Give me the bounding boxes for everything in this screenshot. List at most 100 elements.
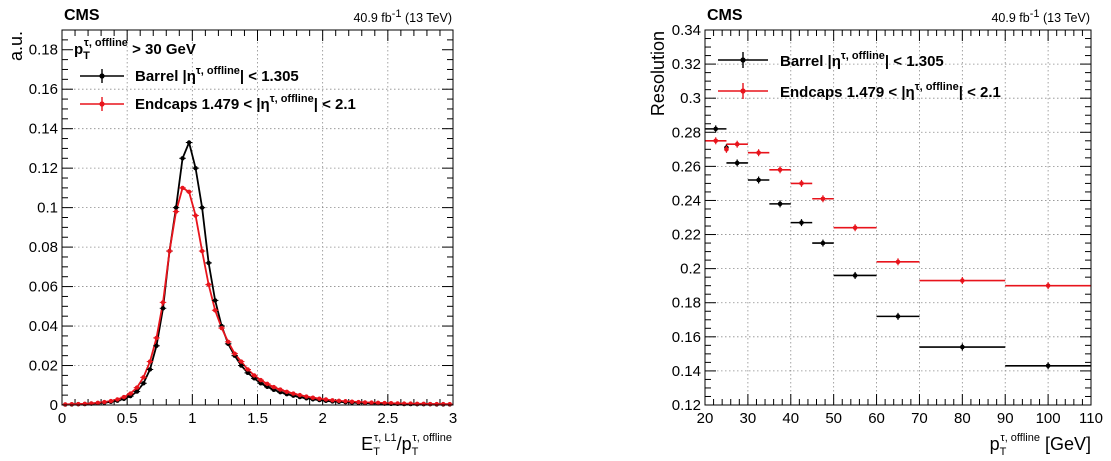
left-grid [62,30,453,405]
right-point-barrel [1045,363,1051,369]
right-point-barrel [713,126,719,132]
left-point-endcaps [271,384,276,390]
left-point-barrel [245,370,250,376]
left-point-barrel [147,367,153,372]
left-x-tick-label: 0 [58,410,66,427]
right-tick-labels: 20 30 40 50 60 70 80 90 100 110 0.12 0.14 0.16 0.18 0.… [672,22,1103,427]
left-point-endcaps [304,394,309,399]
left-point-endcaps [245,367,250,372]
left-y-axis-label: a.u. [6,31,26,61]
right-y-tick-label: 0.2 [680,261,701,278]
left-x-tick-label: 2.5 [377,410,398,427]
left-y-tick-label: 0.02 [29,358,58,375]
left-point-barrel [134,389,140,394]
left-point-endcaps [310,395,316,400]
right-point-endcaps [713,138,719,144]
left-legend-entry-endcaps: Endcaps 1.479 < |ητ, offline| < 2.1 [80,93,356,113]
left-point-endcaps [375,400,381,406]
right-point-barrel [777,201,783,207]
left-point-endcaps [167,248,172,254]
right-point-endcaps [852,225,858,231]
left-point-endcaps [434,401,439,407]
left-point-barrel [258,381,263,386]
left-point-endcaps [369,400,374,405]
left-point-endcaps [134,385,140,390]
left-y-tick-label: 0.18 [29,42,58,59]
right-ticks [704,29,1092,406]
left-point-barrel [186,140,192,145]
right-cms-label: CMS [707,7,743,24]
left-point-endcaps [336,398,342,404]
right-y-tick-label: 0.18 [672,295,701,312]
right-legend-entry-endcaps: Endcaps 1.479 < |ητ, offline| < 2.1 [718,81,1001,101]
left-point-endcaps [441,401,446,407]
right-point-barrel [820,240,826,246]
left-y-tick-label: 0.14 [29,121,58,138]
right-x-tick-label: 90 [997,410,1014,427]
right-x-tick-label: 40 [782,410,799,427]
left-cms-label: CMS [64,7,100,24]
left-x-tick-label: 0.5 [117,410,138,427]
right-y-tick-label: 0.14 [672,363,701,380]
left-point-endcaps [206,282,211,287]
right-y-tick-label: 0.32 [672,56,701,73]
left-point-endcaps [115,397,120,402]
right-point-barrel [852,273,858,278]
right-panel: 20 30 40 50 60 70 80 90 100 110 0.12 0.14 0.16 0.18 0.… [648,7,1103,458]
left-point-endcaps [297,392,303,398]
left-y-tick-label: 0.16 [29,81,58,98]
right-point-endcaps [734,141,740,147]
left-point-barrel [160,306,166,311]
left-point-endcaps [199,248,205,254]
right-point-endcaps [799,181,804,186]
left-point-endcaps [69,402,74,407]
right-y-tick-label: 0.26 [672,158,701,175]
right-y-tick-label: 0.34 [672,22,701,39]
right-point-barrel [799,220,804,225]
left-point-barrel [212,298,218,303]
right-grid [705,30,1091,405]
left-point-endcaps [382,400,387,406]
right-x-tick-label: 60 [868,410,885,427]
left-point-endcaps [95,400,101,406]
right-y-tick-label: 0.16 [672,329,701,346]
right-x-tick-label: 100 [1036,410,1061,427]
right-point-endcaps [820,196,826,202]
svg-text:Endcaps 1.479 < |ητ, offline|: Endcaps 1.479 < |ητ, offline| < 2.1 [780,81,1001,101]
left-point-endcaps [154,335,159,341]
left-point-endcaps [76,401,81,407]
left-point-endcaps [362,400,368,405]
right-x-tick-label: 70 [911,410,928,427]
right-point-endcaps [960,278,965,283]
left-point-endcaps [63,402,68,407]
left-point-endcaps [258,377,263,383]
left-x-tick-label: 1.5 [247,410,268,427]
right-point-endcaps [756,150,761,156]
left-point-endcaps [147,359,153,364]
left-point-endcaps [239,359,244,364]
left-legend-entry-barrel: Barrel |ητ, offline| < 1.305 [80,65,299,85]
right-point-barrel [756,177,761,183]
left-point-endcaps [323,397,329,402]
left-point-endcaps [108,398,114,404]
left-point-endcaps [349,399,355,404]
right-point-barrel [895,314,901,319]
right-lumi-label: 40.9 fb-1 (13 TeV) [991,8,1090,25]
left-point-endcaps [141,375,146,380]
left-point-endcaps [225,339,231,345]
right-y-tick-label: 0.12 [672,397,701,414]
left-point-barrel [180,156,185,161]
left-legend-header: pTτ, offline > 30 GeV [74,37,196,62]
left-point-endcaps [330,398,335,403]
left-x-axis-label: ETτ, L1/pTτ, offline [361,432,452,458]
left-point-endcaps [284,389,290,394]
right-x-tick-label: 80 [954,410,971,427]
right-x-axis-label: pTτ, offline [GeV] [990,432,1091,458]
left-point-barrel [141,381,146,386]
svg-text:Barrel |ητ, offline| < 1.305: Barrel |ητ, offline| < 1.305 [780,50,944,70]
left-y-tick-label: 0.08 [29,239,58,256]
left-x-tick-label: 3 [449,410,457,427]
right-point-endcaps [777,167,783,173]
right-point-endcaps [724,147,729,152]
left-frame [61,29,454,406]
